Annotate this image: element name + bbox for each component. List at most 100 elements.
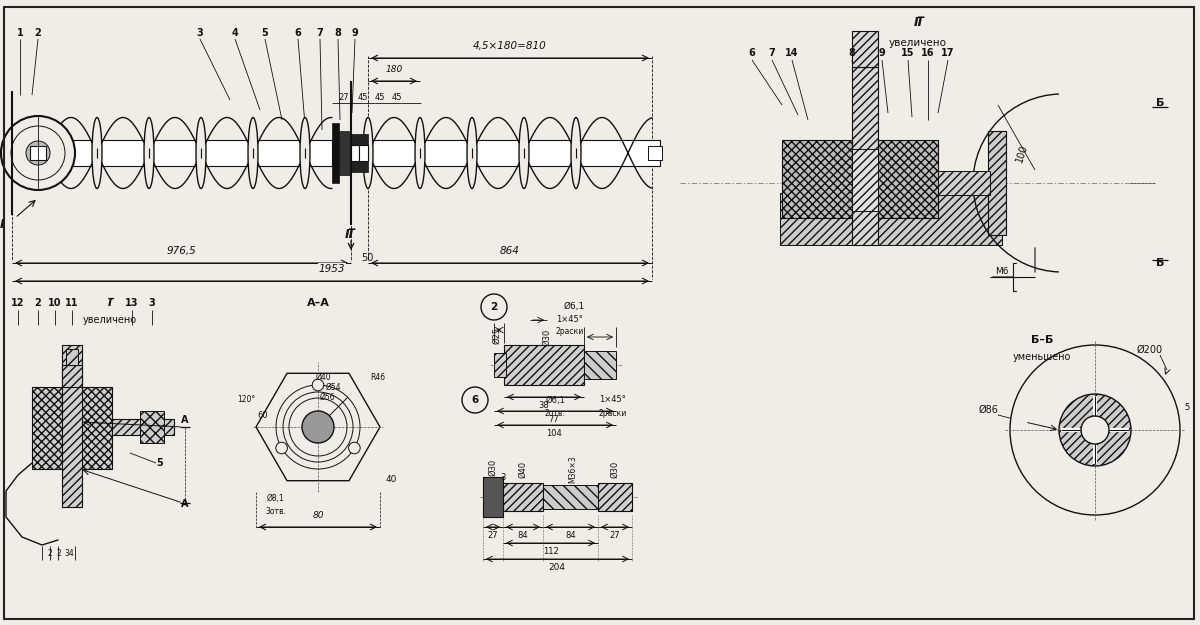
Text: 27: 27 (610, 531, 620, 541)
Bar (32, 387, 112, 469)
Bar (648, 146, 662, 160)
Bar (852, 31, 878, 67)
Text: 8: 8 (848, 48, 856, 58)
Bar (62, 365, 82, 387)
Bar (140, 411, 164, 443)
Text: 2: 2 (35, 28, 41, 38)
Ellipse shape (196, 118, 206, 189)
Text: Ø30: Ø30 (542, 328, 552, 346)
Text: 976,5: 976,5 (167, 246, 197, 256)
Bar (988, 131, 1006, 235)
Text: 45: 45 (358, 94, 368, 102)
Text: 5: 5 (262, 28, 269, 38)
Text: II̅: II̅ (344, 229, 354, 241)
Bar (504, 345, 584, 385)
Text: 14: 14 (785, 48, 799, 58)
Text: Ø30: Ø30 (488, 458, 498, 476)
Text: Б: Б (1156, 98, 1164, 108)
Bar (598, 483, 632, 511)
Text: 1×45°: 1×45° (557, 316, 583, 324)
Text: A: A (181, 415, 188, 425)
Text: 84: 84 (517, 531, 528, 541)
Text: 38: 38 (539, 401, 550, 409)
Bar (332, 123, 340, 183)
Text: 6: 6 (749, 48, 755, 58)
Text: 5: 5 (157, 458, 163, 468)
Text: 60: 60 (258, 411, 269, 419)
Ellipse shape (144, 118, 154, 189)
Text: уменьшено: уменьшено (1013, 352, 1072, 362)
Bar (852, 67, 878, 245)
Text: 100: 100 (1014, 142, 1030, 163)
Text: 112: 112 (542, 548, 558, 556)
Bar (340, 131, 352, 175)
Ellipse shape (92, 118, 102, 189)
Ellipse shape (571, 118, 581, 189)
Text: 7: 7 (317, 28, 323, 38)
Text: 45: 45 (374, 94, 385, 102)
Text: 3: 3 (149, 298, 155, 308)
Text: 5: 5 (1184, 404, 1189, 412)
Text: 2: 2 (35, 298, 41, 308)
Circle shape (302, 411, 334, 443)
Bar (852, 149, 878, 211)
Text: 27: 27 (487, 531, 498, 541)
Text: 1×45°: 1×45° (600, 396, 626, 404)
Text: 34: 34 (64, 549, 73, 558)
Text: 84: 84 (565, 531, 576, 541)
Bar (368, 140, 660, 166)
Text: 2: 2 (56, 549, 61, 558)
Text: 4,5×180=810: 4,5×180=810 (473, 41, 547, 51)
Ellipse shape (467, 118, 478, 189)
Text: 50: 50 (361, 253, 373, 263)
Text: Ø40: Ø40 (316, 372, 331, 381)
Text: 11: 11 (65, 298, 79, 308)
Text: 104: 104 (546, 429, 562, 438)
Text: І̅: І̅ (108, 298, 112, 308)
Text: 15: 15 (901, 48, 914, 58)
Circle shape (1060, 394, 1132, 466)
Text: Ø200: Ø200 (1136, 345, 1163, 355)
Ellipse shape (40, 118, 50, 189)
Bar (352, 145, 359, 161)
Text: Ø54: Ø54 (326, 382, 342, 391)
Bar (494, 353, 506, 377)
Text: 9: 9 (352, 28, 359, 38)
Text: Ø25: Ø25 (492, 326, 502, 344)
Circle shape (462, 387, 488, 413)
Text: 180: 180 (385, 65, 403, 74)
Circle shape (312, 379, 324, 391)
Text: увеличено: увеличено (889, 38, 947, 48)
Bar (938, 171, 990, 195)
Ellipse shape (300, 118, 310, 189)
Text: M6: M6 (995, 266, 1009, 276)
Text: 45: 45 (391, 94, 402, 102)
Text: Ø8,1: Ø8,1 (268, 494, 284, 504)
Text: Б–Б: Б–Б (1031, 335, 1054, 345)
Text: 4: 4 (232, 28, 239, 38)
Text: 16: 16 (922, 48, 935, 58)
Text: Ø56: Ø56 (320, 392, 336, 401)
Text: A: A (181, 499, 188, 509)
Circle shape (1, 116, 74, 190)
Bar (782, 140, 852, 218)
Text: 2раски: 2раски (599, 409, 628, 418)
Ellipse shape (520, 118, 529, 189)
Text: 77: 77 (548, 414, 559, 424)
Bar (352, 134, 368, 172)
Text: Ø6,1: Ø6,1 (563, 302, 584, 311)
Circle shape (26, 141, 50, 165)
Text: 40: 40 (386, 474, 397, 484)
Bar (62, 345, 82, 507)
Text: R46: R46 (370, 372, 385, 381)
Text: Ø40: Ø40 (518, 461, 528, 478)
Ellipse shape (364, 118, 373, 189)
Bar (66, 349, 78, 365)
Text: I: I (0, 219, 5, 231)
Text: Ø86: Ø86 (978, 405, 998, 415)
Text: 9: 9 (878, 48, 886, 58)
Text: 17: 17 (941, 48, 955, 58)
Bar (30, 146, 46, 160)
Text: 6: 6 (472, 395, 479, 405)
Text: 2раски: 2раски (556, 328, 584, 336)
